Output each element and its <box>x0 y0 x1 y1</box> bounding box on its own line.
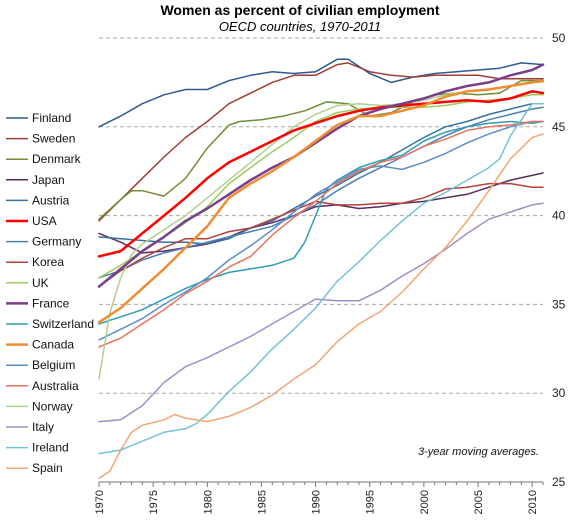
legend-label-canada: Canada <box>32 338 74 352</box>
series-line-australia <box>98 120 544 348</box>
legend-label-belgium: Belgium <box>32 358 75 372</box>
legend-label-norway: Norway <box>32 399 73 413</box>
series-line-ireland <box>98 102 544 455</box>
series-line-italy <box>98 202 544 423</box>
series-line-finland <box>98 58 544 128</box>
x-tick-label: 2005 <box>473 490 485 514</box>
legend-label-austria: Austria <box>32 193 70 207</box>
series-line-france <box>97 63 545 288</box>
axes: 25 30 35 40 45 50 1970 1975 1980 1985 1990 1995 2000… <box>94 31 566 514</box>
series-line-germany <box>98 106 544 279</box>
legend-label-switzerland: Switzerland <box>32 317 94 331</box>
y-tick-label: 30 <box>552 386 566 400</box>
series-line-sweden <box>98 62 544 222</box>
x-tick-label: 1975 <box>148 490 160 514</box>
legend: Finland Sweden Denmark Japan Austria USA Germa… <box>6 111 94 475</box>
y-tick-label: 45 <box>552 120 566 134</box>
chart-note: 3-year moving averages. <box>418 446 539 458</box>
legend-label-germany: Germany <box>32 235 81 249</box>
series-line-switzerland <box>98 120 544 325</box>
legend-label-denmark: Denmark <box>32 152 82 166</box>
x-tick-label: 2010 <box>527 490 539 514</box>
legend-label-korea: Korea <box>32 255 64 269</box>
x-tick-label: 1995 <box>365 490 377 514</box>
series-line-korea <box>98 182 544 288</box>
series-line-belgium <box>98 120 544 341</box>
series-lines <box>97 58 545 480</box>
y-tick-label: 35 <box>552 297 566 311</box>
series-line-usa <box>97 90 545 258</box>
series-line-japan <box>98 172 544 254</box>
legend-label-australia: Australia <box>32 379 79 393</box>
y-tick-label: 50 <box>552 31 566 45</box>
legend-label-usa: USA <box>32 214 57 228</box>
legend-label-uk: UK <box>32 276 49 290</box>
x-tick-label: 1990 <box>311 490 323 514</box>
legend-label-ireland: Ireland <box>32 441 69 455</box>
gridlines <box>99 37 543 394</box>
chart-title: Women as percent of civilian employment <box>160 2 439 18</box>
x-tick-label: 1985 <box>256 490 268 514</box>
y-tick-label: 25 <box>552 475 566 489</box>
legend-label-italy: Italy <box>32 420 54 434</box>
x-tick-label: 2000 <box>419 490 431 514</box>
x-tick-label: 1980 <box>202 490 214 514</box>
legend-label-france: France <box>32 296 70 310</box>
y-tick-label: 40 <box>552 209 566 223</box>
legend-label-japan: Japan <box>32 173 65 187</box>
x-tick-label: 1970 <box>94 490 106 514</box>
series-line-spain <box>98 133 544 480</box>
series-line-denmark <box>98 79 544 220</box>
legend-label-finland: Finland <box>32 111 71 125</box>
series-line-canada <box>97 79 545 324</box>
chart-subtitle: OECD countries, 1970-2011 <box>219 19 381 34</box>
legend-label-spain: Spain <box>32 461 63 475</box>
legend-label-sweden: Sweden <box>32 132 75 146</box>
